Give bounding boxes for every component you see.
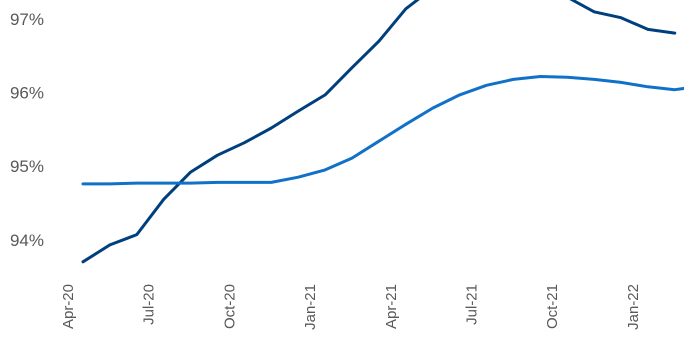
series-line-2: [81, 75, 684, 186]
plot-area: [81, 0, 684, 264]
y-tick-label: 97%: [10, 10, 44, 29]
series-line-1: [81, 0, 677, 264]
x-tick-label: Apr-21: [383, 284, 400, 329]
y-tick-label: 95%: [10, 157, 44, 176]
y-tick-label: 96%: [10, 84, 44, 103]
x-tick-label: Jan-21: [302, 284, 319, 330]
x-tick-label: Oct-21: [544, 284, 561, 329]
x-tick-label: Jul-21: [463, 284, 480, 325]
x-tick-label: Jul-20: [141, 284, 158, 325]
x-tick-label: Apr-20: [60, 284, 77, 329]
y-tick-label: 94%: [10, 231, 44, 250]
y-axis: 94% 95% 96% 97%: [10, 10, 44, 250]
x-tick-label: Jan-22: [625, 284, 642, 330]
x-tick-label: Oct-20: [221, 284, 238, 329]
x-axis: Apr-20 Jul-20 Oct-20 Jan-21 Apr-21 Jul-21 Oct-…: [60, 284, 642, 330]
